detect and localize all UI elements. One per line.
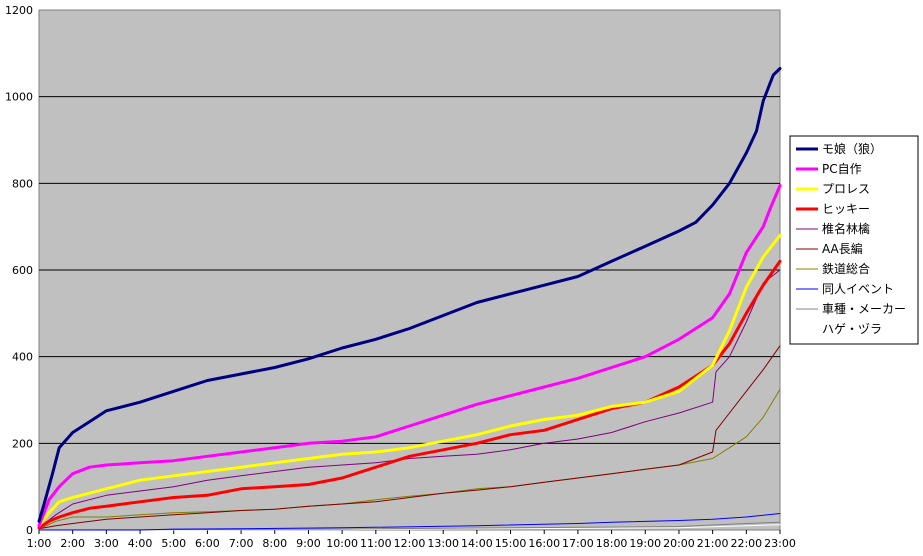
legend-label: AA長編 (822, 241, 863, 256)
x-tick-label: 5:00 (161, 537, 186, 550)
x-tick-label: 6:00 (195, 537, 220, 550)
legend-label: 椎名林檎 (822, 221, 870, 236)
series-line (37, 233, 782, 528)
x-tick-label: 23:00 (764, 537, 796, 550)
y-tick-label: 600 (12, 264, 33, 277)
x-tick-label: 22:00 (730, 537, 762, 550)
series-lines (37, 67, 782, 531)
x-axis-ticks: 1:00 2:00 3:00 4:00 5:00 6:00 7:00 8:00 9:00 10:0… (27, 530, 796, 550)
x-tick-label: 14:00 (461, 537, 493, 550)
legend-label: 車種・メーカー (822, 302, 906, 316)
y-tick-label: 1000 (5, 91, 33, 104)
x-tick-label: 19:00 (629, 537, 661, 550)
x-tick-label: 13:00 (427, 537, 459, 550)
series-line (38, 269, 781, 529)
x-tick-label: 17:00 (562, 537, 594, 550)
legend-label: 同人イベント (822, 282, 894, 296)
x-tick-label: 9:00 (296, 537, 321, 550)
y-axis-ticks: 0 200 400 600 800 1000 1200 (5, 4, 33, 537)
series-line (37, 259, 782, 530)
x-tick-label: 18:00 (596, 537, 628, 550)
x-tick-label: 2:00 (60, 537, 85, 550)
y-tick-label: 1200 (5, 4, 33, 17)
legend-label: プロレス (822, 182, 870, 196)
y-tick-label: 0 (26, 524, 33, 537)
x-tick-label: 8:00 (262, 537, 287, 550)
series-line (37, 184, 782, 528)
x-tick-label: 21:00 (697, 537, 729, 550)
legend-label: PC自作 (822, 162, 862, 176)
legend-label: モ娘（狼） (822, 141, 882, 156)
series-line (38, 388, 781, 530)
legend-label: ヒッキー (822, 202, 870, 216)
x-tick-label: 1:00 (27, 537, 52, 550)
x-tick-label: 11:00 (360, 537, 392, 550)
x-tick-label: 20:00 (663, 537, 695, 550)
gridlines (39, 96, 780, 444)
y-tick-label: 400 (12, 351, 33, 364)
x-tick-label: 3:00 (94, 537, 119, 550)
x-tick-label: 7:00 (229, 537, 254, 550)
y-tick-label: 800 (12, 177, 33, 190)
y-tick-label: 200 (12, 437, 33, 450)
series-line (38, 513, 781, 531)
series-line (37, 67, 782, 523)
x-tick-label: 12:00 (394, 537, 426, 550)
x-tick-label: 16:00 (528, 537, 560, 550)
x-tick-label: 15:00 (495, 537, 527, 550)
legend-label: ハゲ・ヅラ (822, 322, 882, 336)
series-line (38, 345, 781, 530)
x-tick-label: 4:00 (128, 537, 153, 550)
legend-label: 鉄道総合 (822, 261, 870, 276)
x-tick-label: 10:00 (326, 537, 358, 550)
